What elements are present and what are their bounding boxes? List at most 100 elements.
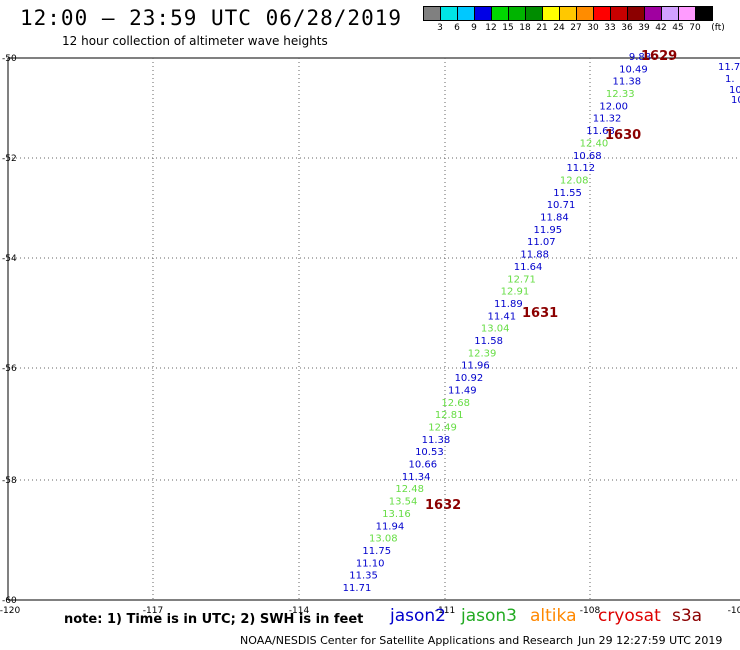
color-scale-label: 33	[604, 23, 616, 33]
wave-height-label: 10	[729, 85, 740, 96]
latitude-label: -60	[2, 596, 17, 606]
wave-height-label: 11.32	[593, 114, 622, 125]
wave-height-label: 13.08	[369, 534, 398, 545]
wave-height-label: 11.12	[566, 163, 595, 174]
wave-height-label: 11.55	[553, 188, 582, 199]
color-swatch	[560, 7, 577, 21]
credit-text: NOAA/NESDIS Center for Satellite Applica…	[240, 634, 574, 647]
satellite-legend-item: s3a	[672, 606, 703, 626]
color-scale-label: 36	[621, 23, 633, 33]
wave-height-label: 12.68	[441, 398, 470, 409]
color-swatch	[492, 7, 509, 21]
wave-height-label: 11.38	[613, 77, 642, 88]
color-swatch	[509, 7, 526, 21]
pass-time-label: 1631	[522, 306, 558, 321]
color-scale-label: 27	[570, 23, 582, 33]
color-swatch	[441, 7, 458, 21]
wave-height-label: 12.33	[606, 89, 635, 100]
wave-height-label: 13.04	[481, 324, 510, 335]
wave-height-label: 11.75	[362, 546, 391, 557]
wave-height-label: 10	[731, 95, 740, 106]
wave-height-label: 11.88	[520, 250, 549, 261]
color-swatch	[543, 7, 560, 21]
wave-height-label: 11.95	[534, 225, 563, 236]
color-scale-label: 42	[655, 23, 667, 33]
wave-height-label: 9.88	[629, 52, 651, 63]
longitude-label: -111	[435, 606, 455, 616]
color-scale-label: 70	[689, 23, 701, 33]
latitude-label: -56	[2, 364, 17, 374]
pass-time-label: 1632	[425, 498, 461, 513]
page-subtitle: 12 hour collection of altimeter wave hei…	[62, 34, 328, 48]
satellite-legend-item: altika	[530, 606, 577, 626]
satellite-legend-item: cryosat	[598, 606, 661, 626]
color-swatch	[696, 7, 713, 21]
color-scale-label: 9	[471, 23, 477, 33]
wave-height-label: 10.49	[619, 64, 648, 75]
color-swatch	[577, 7, 594, 21]
wave-height-label: 12.39	[468, 348, 497, 359]
wave-height-label: 11.10	[356, 558, 385, 569]
wave-height-label: 11.63	[586, 126, 615, 137]
wave-height-label: 11.35	[349, 571, 378, 582]
wave-height-label: 12.49	[428, 422, 457, 433]
color-swatch	[594, 7, 611, 21]
color-swatch	[526, 7, 543, 21]
color-scale-label: 12	[485, 23, 497, 33]
color-swatch	[611, 7, 628, 21]
page-title: 12:00 — 23:59 UTC 06/28/2019	[20, 6, 403, 30]
color-scale-label: 21	[536, 23, 548, 33]
color-scale-label: 39	[638, 23, 650, 33]
wave-height-label: 11.96	[461, 361, 490, 372]
wave-height-label: 10.66	[408, 460, 437, 471]
wave-height-label: 11.41	[487, 311, 516, 322]
wave-height-label: 12.71	[507, 274, 536, 285]
wave-height-label: 12.08	[560, 175, 589, 186]
longitude-label: -108	[580, 606, 601, 616]
wave-height-label: 11.7	[718, 62, 740, 73]
wave-height-label: 11.07	[527, 237, 556, 248]
longitude-label: -10	[728, 606, 740, 616]
wave-height-label: 12.40	[580, 138, 609, 149]
wave-height-label: 10.92	[455, 373, 484, 384]
wave-height-label: 11.34	[402, 472, 431, 483]
wave-height-label: 12.00	[599, 101, 628, 112]
pass-time-label: 1629	[641, 49, 677, 64]
wave-height-label: 11.58	[474, 336, 503, 347]
wave-height-label: 10.68	[573, 151, 602, 162]
wave-height-label: 10.71	[547, 200, 576, 211]
wave-height-track: 9.8810.4911.3812.3312.0011.3211.6312.401…	[343, 52, 651, 594]
pass-time-labels: 1629 1630 1631 1632	[425, 49, 677, 513]
color-swatch	[662, 7, 679, 21]
wave-height-label: 11.89	[494, 299, 523, 310]
color-scale-label: 15	[502, 23, 514, 33]
color-swatch	[475, 7, 492, 21]
axis-labels: -50 -52 -54 -56 -58 -60-120 -117 -114 -111 -108 -1…	[0, 54, 740, 616]
color-scale-label: (ft)	[711, 23, 725, 33]
wave-height-label: 13.54	[389, 497, 418, 508]
wave-height-label: 11.49	[448, 385, 477, 396]
color-scale-label: 18	[519, 23, 531, 33]
wave-height-label: 11.38	[422, 435, 451, 446]
wave-height-label: 12.81	[435, 410, 464, 421]
color-scale-labels: 3 6 9 12 15 18 21 24 27 30 33 36 39 42 45 70 (ft)	[423, 23, 740, 35]
longitude-label: -120	[0, 606, 20, 616]
color-scale-label: 24	[553, 23, 565, 33]
color-scale-legend: 3 6 9 12 15 18 21 24 27 30 33 36 39 42 45 70 (ft)	[423, 6, 725, 33]
latitude-label: -54	[2, 254, 17, 264]
wave-height-track-right: 11.71.1010	[718, 62, 740, 106]
color-scale-label: 30	[587, 23, 599, 33]
wave-height-label: 11.71	[343, 583, 372, 594]
longitude-label: -117	[143, 606, 163, 616]
wave-height-label: 11.64	[514, 262, 543, 273]
units-note: note: 1) Time is in UTC; 2) SWH is in fe…	[64, 612, 364, 627]
latitude-label: -58	[2, 476, 17, 486]
satellite-legend-item: jason2	[390, 606, 446, 626]
satellite-legend-item: jason3	[461, 606, 517, 626]
color-swatch	[458, 7, 475, 21]
pass-time-label: 1630	[605, 128, 641, 143]
map-frame	[7, 57, 740, 601]
color-swatch	[424, 7, 441, 21]
wave-height-label: 11.94	[376, 521, 405, 532]
